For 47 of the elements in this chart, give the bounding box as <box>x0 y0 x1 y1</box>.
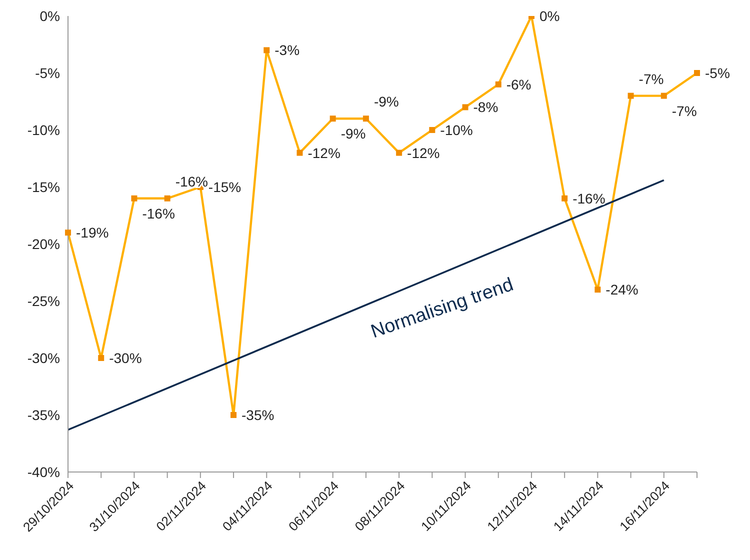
y-tick-label: -10% <box>27 122 60 138</box>
point <box>131 195 138 202</box>
data-label: -35% <box>242 407 274 423</box>
point <box>429 127 436 133</box>
point <box>264 47 270 54</box>
point <box>362 116 369 122</box>
data-label: -19% <box>76 224 109 241</box>
data-label: -16% <box>572 190 606 206</box>
data-label: -3% <box>274 42 300 58</box>
data-label: -12% <box>308 144 340 161</box>
data-label: -5% <box>705 65 730 81</box>
data-label: -16% <box>175 173 208 190</box>
point <box>230 412 237 418</box>
data-label: -12% <box>407 144 440 161</box>
data-label: -6% <box>506 76 532 92</box>
data-label: -24% <box>606 282 638 298</box>
data-label: -7% <box>638 70 664 87</box>
data-label: -8% <box>473 99 498 116</box>
y-tick-label: -20% <box>27 236 60 252</box>
y-tick-label: -30% <box>27 350 60 366</box>
point <box>396 150 402 156</box>
point <box>462 104 468 110</box>
point <box>98 355 104 361</box>
point <box>628 92 634 99</box>
point <box>164 195 170 202</box>
y-tick-label: -35% <box>27 406 60 423</box>
data-label: -16% <box>142 205 175 222</box>
y-tick-label: -25% <box>27 292 60 309</box>
data-label: -9% <box>340 126 366 142</box>
point <box>330 116 336 122</box>
point <box>562 195 568 202</box>
data-label: -15% <box>208 179 242 195</box>
point <box>65 230 71 236</box>
data-label: 0% <box>539 8 560 24</box>
point <box>660 92 667 99</box>
data-label: -30% <box>109 350 142 366</box>
data-label: -9% <box>374 94 399 110</box>
point <box>296 150 303 156</box>
data-label: -7% <box>672 102 697 119</box>
data-label: -10% <box>440 122 473 138</box>
point <box>594 286 601 293</box>
point <box>694 70 700 76</box>
y-tick-label: 0% <box>40 8 60 24</box>
point <box>495 81 502 88</box>
y-tick-label: -5% <box>35 64 60 81</box>
y-tick-label: -15% <box>27 178 60 195</box>
y-tick-label: -40% <box>27 464 60 480</box>
